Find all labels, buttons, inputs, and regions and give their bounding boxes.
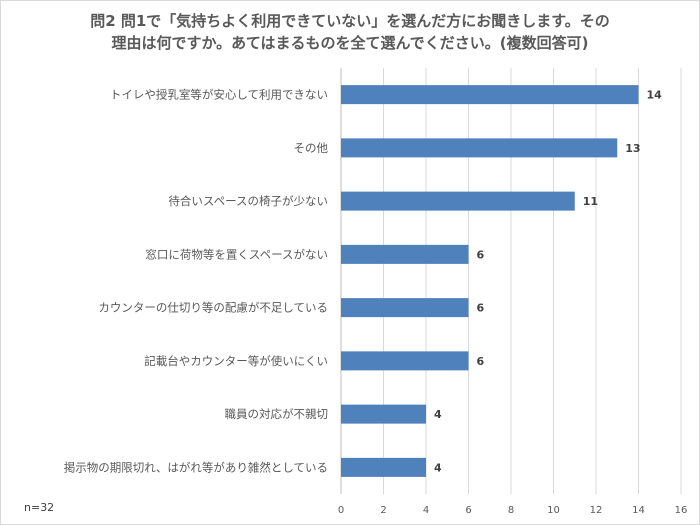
x-tick-label: 0	[338, 505, 344, 516]
x-tick-label: 6	[465, 505, 471, 516]
data-label: 13	[625, 142, 640, 155]
x-tick-label: 12	[590, 505, 603, 516]
bar	[341, 351, 469, 371]
bar	[341, 244, 469, 264]
x-tick-label: 4	[423, 505, 429, 516]
category-label: カウンターの仕切り等の配慮が不足している	[98, 301, 328, 315]
category-label: 待合いスペースの椅子が少ない	[168, 194, 328, 208]
bar	[341, 404, 426, 424]
bar	[341, 298, 469, 318]
x-tick-label: 2	[380, 505, 386, 516]
data-label: 6	[477, 355, 485, 368]
data-label: 14	[647, 89, 663, 102]
bar	[341, 138, 618, 158]
category-label: トイレや授乳室等が安心して利用できない	[110, 88, 328, 102]
chart-title-line-1: 問2 問1で「気持ちよく利用できていない」を選んだ方にお聞きします。その	[90, 12, 610, 30]
bar	[341, 457, 426, 477]
bar	[341, 191, 575, 211]
chart-title: 問2 問1で「気持ちよく利用できていない」を選んだ方にお聞きします。その 理由は…	[0, 10, 700, 54]
chart-title-line-2: 理由は何ですか。あてはまるものを全て選んでください。(複数回答可)	[111, 34, 589, 52]
bar	[341, 85, 639, 105]
sample-size-note: n=32	[24, 501, 55, 514]
category-label: 窓口に荷物等を置くスペースがない	[145, 247, 328, 261]
category-label: 掲示物の期限切れ、はがれ等があり雑然としている	[64, 460, 328, 474]
data-label: 6	[477, 248, 485, 261]
category-label: 職員の対応が不親切	[225, 407, 329, 421]
category-label: 記載台やカウンター等が使いにくい	[144, 354, 328, 368]
x-tick-label: 14	[632, 505, 645, 516]
data-label: 4	[434, 461, 442, 474]
x-tick-label: 16	[675, 505, 688, 516]
category-label: その他	[294, 141, 329, 155]
data-label: 4	[434, 408, 442, 421]
x-tick-label: 10	[547, 505, 560, 516]
data-label: 6	[477, 302, 485, 315]
x-tick-label: 8	[508, 505, 514, 516]
data-label: 11	[583, 195, 598, 208]
